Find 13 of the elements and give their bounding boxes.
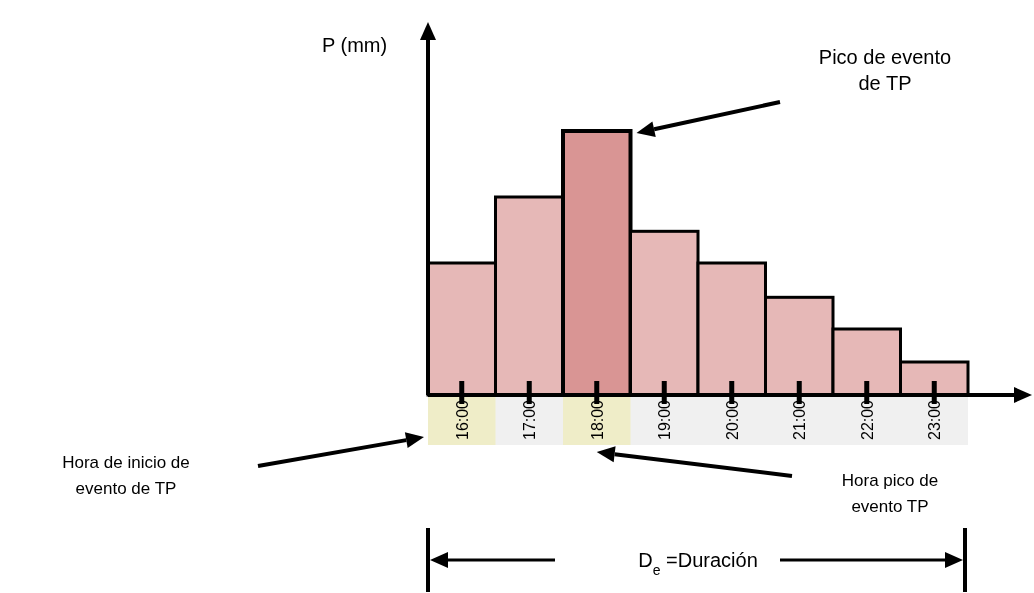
y-axis-title: P (mm) — [322, 34, 388, 56]
text: Hora de inicio de evento de TP — [62, 453, 190, 498]
x-tick-label: 17:00 — [521, 399, 539, 441]
text: D$_{e}$ =Duración — [638, 549, 758, 578]
x-tick-label: 22:00 — [858, 399, 876, 441]
x-tick-label: 18:00 — [588, 399, 606, 441]
text: Hora pico de evento TP — [841, 471, 939, 516]
x-tick-label: 21:00 — [791, 399, 809, 441]
x-tick-label: 23:00 — [926, 399, 944, 441]
x-tick-label: 20:00 — [723, 399, 741, 441]
x-tick-label: 16:00 — [453, 399, 471, 441]
text: Pico de evento de TP — [818, 46, 952, 94]
x-tick-label: 19:00 — [656, 399, 674, 441]
